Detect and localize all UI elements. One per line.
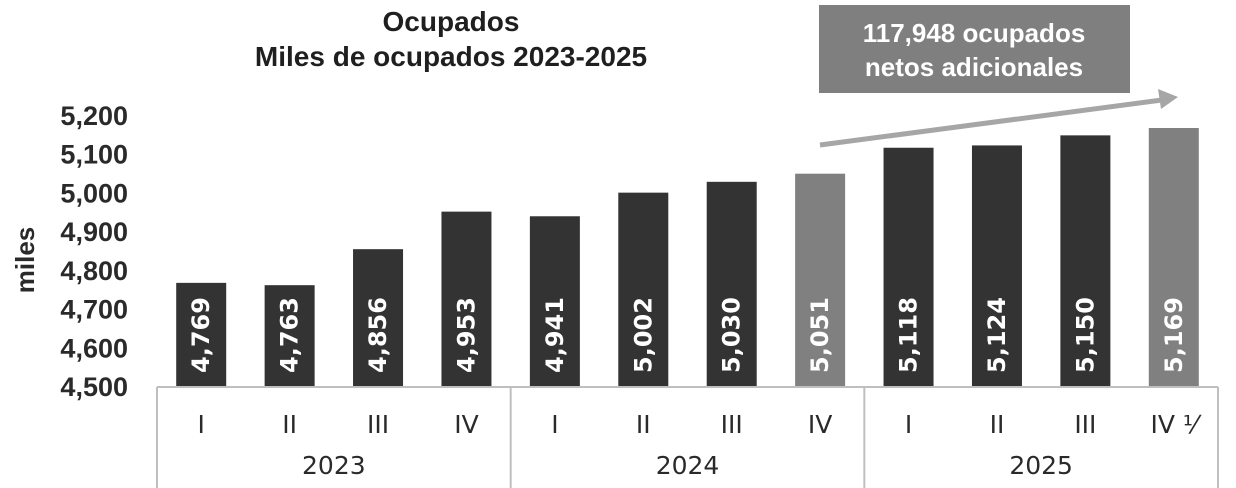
bar xyxy=(529,216,580,387)
x-tick-label: II xyxy=(636,410,651,439)
y-tick-label: 4,800 xyxy=(60,256,128,286)
y-tick-label: 5,100 xyxy=(60,140,128,170)
bar xyxy=(795,173,846,387)
bar-value-label: 4,769 xyxy=(187,297,215,373)
x-tick-label: III xyxy=(721,410,743,439)
bar xyxy=(353,249,404,387)
bar xyxy=(706,181,757,387)
x-tick-label: II xyxy=(990,410,1005,439)
y-axis-ticks: 5,200 5,100 5,000 4,900 4,800 4,700 4,600 4,500 xyxy=(60,101,128,402)
bar-value-label: 5,002 xyxy=(629,297,657,373)
x-tick-label: III xyxy=(1074,410,1096,439)
trend-arrow-line xyxy=(819,97,1163,148)
x-axis-table xyxy=(156,386,1219,488)
bar-value-label: 4,763 xyxy=(276,297,304,373)
y-tick-label: 4,500 xyxy=(60,372,128,402)
x-tick-label: IV xyxy=(454,410,478,439)
year-label: 2023 xyxy=(302,451,366,480)
bar-value-label: 5,118 xyxy=(895,297,923,373)
x-tick-label: II xyxy=(282,410,297,439)
trend-arrow-head xyxy=(1158,89,1178,109)
y-tick-label: 4,600 xyxy=(60,333,128,363)
year-label: 2024 xyxy=(656,451,720,480)
x-tick-label: I xyxy=(905,410,912,439)
data-labels: 4,769 4,763 4,856 4,953 4,941 5,002 5,030 5,051… xyxy=(187,297,1188,373)
x-tick-label: I xyxy=(198,410,205,439)
bars xyxy=(176,128,1199,387)
chart-title: Ocupados xyxy=(383,6,520,37)
bar-value-label: 5,030 xyxy=(718,297,746,373)
year-labels: 2023 2024 2025 xyxy=(302,451,1073,480)
bar-value-label: 5,150 xyxy=(1071,297,1099,373)
annotation-box xyxy=(819,5,1130,93)
bar xyxy=(1148,128,1199,387)
y-tick-label: 4,900 xyxy=(60,217,128,247)
x-axis-ticks: I II III IV I II III IV I II III IV ⅟ xyxy=(198,410,1202,439)
bar-value-label: 4,953 xyxy=(452,297,480,373)
y-axis-label: miles xyxy=(10,227,40,294)
y-tick-label: 5,200 xyxy=(60,101,128,131)
x-tick-label: IV ⅟ xyxy=(1150,410,1201,439)
x-tick-label: I xyxy=(551,410,558,439)
x-tick-label: IV xyxy=(808,410,832,439)
bar xyxy=(883,147,934,387)
bar xyxy=(441,211,492,387)
bar-value-label: 4,856 xyxy=(364,297,392,373)
bar xyxy=(618,192,669,387)
x-tick-label: III xyxy=(367,410,389,439)
annotation: 117,948 ocupados netos adicionales xyxy=(819,5,1130,93)
y-tick-label: 4,700 xyxy=(60,295,128,325)
bar-value-label: 4,941 xyxy=(541,297,569,373)
bar xyxy=(1060,135,1111,387)
annotation-line-2: netos adicionales xyxy=(865,52,1083,82)
trend-arrow xyxy=(819,89,1178,148)
bar xyxy=(264,285,315,387)
bar-value-label: 5,169 xyxy=(1160,297,1188,373)
year-label: 2025 xyxy=(1009,451,1073,480)
y-tick-label: 5,000 xyxy=(60,178,128,208)
chart-subtitle: Miles de ocupados 2023-2025 xyxy=(255,41,647,72)
bar-value-label: 5,124 xyxy=(983,297,1011,373)
bar xyxy=(971,145,1022,387)
bar xyxy=(176,282,227,387)
bar-value-label: 5,051 xyxy=(806,297,834,373)
annotation-line-1: 117,948 ocupados xyxy=(863,18,1086,48)
